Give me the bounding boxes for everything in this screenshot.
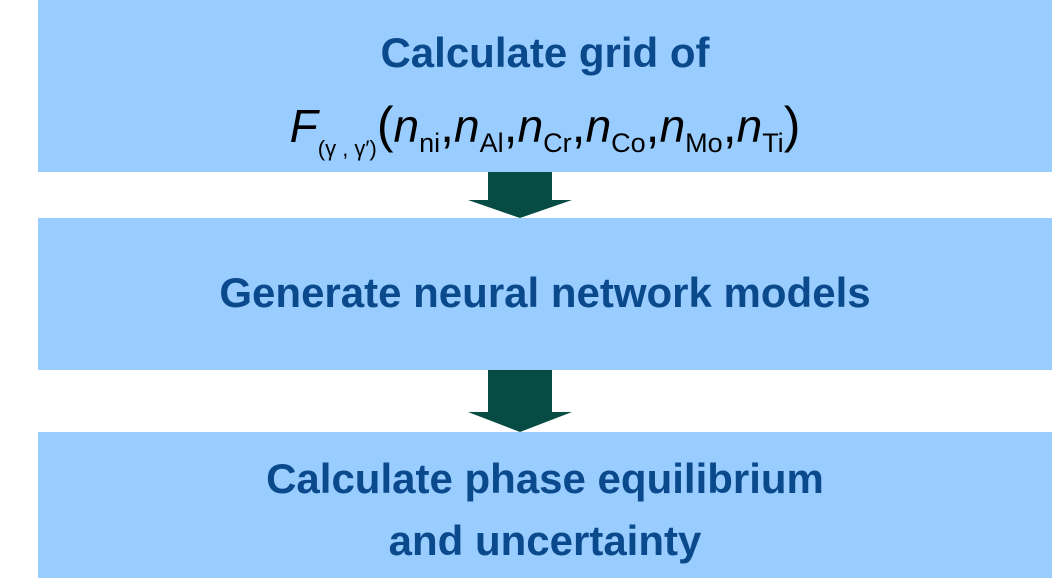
step-2-label: Generate neural network models — [219, 269, 871, 316]
formula-sub-al: Al — [479, 128, 504, 158]
formula-var-5: n — [659, 100, 686, 152]
formula-var-2: n — [454, 100, 480, 152]
step-3-label-line-1: Calculate phase equilibrium — [266, 455, 824, 502]
formula-sub-mo: Mo — [685, 128, 723, 158]
step-2-box: Generate neural network models — [38, 218, 1052, 370]
formula-var-4: n — [585, 100, 612, 152]
step-3-box: Calculate phase equilibrium and uncertai… — [38, 432, 1052, 578]
formula-sub-ni: ni — [419, 128, 441, 158]
step-1-label: Calculate grid of — [380, 29, 710, 76]
free-energy-formula: F(γ , γ′)(nni,nAl,nCr,nCo,nMo,nTi) — [289, 97, 801, 161]
formula-var-3: n — [517, 100, 544, 152]
formula-sub-co: Co — [611, 128, 646, 158]
step-3-label-line-2: and uncertainty — [388, 517, 702, 564]
formula-function: F — [289, 100, 318, 152]
down-arrow-2 — [468, 370, 572, 432]
formula-sub-cr: Cr — [543, 128, 572, 158]
formula-var-1: n — [393, 100, 420, 152]
step-1-box: Calculate grid of F(γ , γ′)(nni,nAl,nCr,… — [38, 0, 1052, 172]
formula-phase-subscript: (γ , γ′) — [317, 136, 377, 161]
formula-sub-ti: Ti — [762, 128, 784, 158]
down-arrow-1 — [468, 172, 572, 218]
formula-var-6: n — [736, 100, 763, 152]
